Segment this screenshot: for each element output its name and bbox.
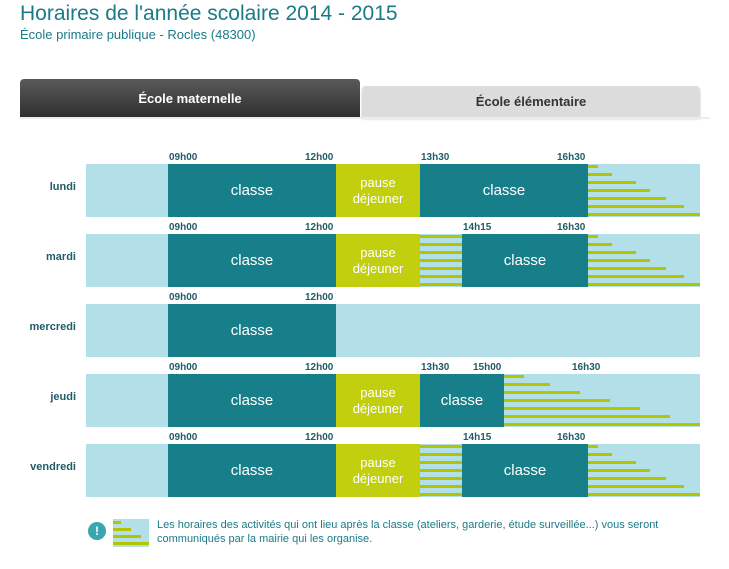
page-title: Horaires de l'année scolaire 2014 - 2015: [20, 2, 398, 25]
schedule-row-jeudi: classe pause déjeuner classe: [86, 374, 700, 427]
time-label: 12h00: [305, 362, 334, 373]
classe-label: classe: [230, 252, 274, 269]
time-label: 14h15: [463, 432, 492, 443]
dejeuner-label: déjeuner: [352, 400, 404, 416]
classe-block: classe: [168, 444, 336, 497]
pause-dejeuner-block: pause déjeuner: [336, 374, 420, 427]
time-label: 12h00: [305, 152, 334, 163]
legend-text: Les horaires des activités qui ont lieu …: [157, 519, 659, 545]
pause-dejeuner-block: pause déjeuner: [336, 164, 420, 217]
time-label: 13h30: [421, 152, 450, 163]
classe-label: classe: [482, 182, 526, 199]
classe-label: classe: [230, 182, 274, 199]
time-label: 16h30: [572, 362, 601, 373]
time-label: 16h30: [557, 432, 586, 443]
classe-block: classe: [168, 164, 336, 217]
classe-block: classe: [420, 164, 588, 217]
schedule-row-mardi: classe pause déjeuner classe: [86, 234, 700, 287]
classe-block: classe: [168, 374, 336, 427]
time-label: 12h00: [305, 222, 334, 233]
day-label-vendredi: vendredi: [30, 461, 76, 473]
day-label-jeudi: jeudi: [50, 391, 76, 403]
time-label: 16h30: [557, 152, 586, 163]
classe-block: classe: [462, 444, 588, 497]
pause-dejeuner-block: pause déjeuner: [336, 234, 420, 287]
classe-label: classe: [230, 392, 274, 409]
schedule-row-vendredi: classe pause déjeuner classe: [86, 444, 700, 497]
time-label: 12h00: [305, 432, 334, 443]
day-label-lundi: lundi: [49, 181, 76, 193]
day-label-mardi: mardi: [46, 251, 76, 263]
time-label: 09h00: [169, 292, 198, 303]
classe-label: classe: [440, 392, 484, 409]
tab-ecole-elementaire[interactable]: École élémentaire: [362, 86, 700, 117]
schedule-row-mercredi: classe: [86, 304, 700, 357]
tab-ecole-maternelle[interactable]: École maternelle: [20, 79, 360, 117]
activity-legend-swatch: [113, 519, 149, 547]
time-label: 14h15: [463, 222, 492, 233]
pause-label: pause: [360, 174, 396, 190]
classe-label: classe: [503, 252, 547, 269]
time-label: 09h00: [169, 222, 198, 233]
after-lunch-activities: [420, 234, 462, 287]
time-label: 09h00: [169, 432, 198, 443]
time-label: 12h00: [305, 292, 334, 303]
classe-label: classe: [230, 322, 274, 339]
dejeuner-label: déjeuner: [352, 470, 404, 486]
page-subtitle: École primaire publique - Rocles (48300): [20, 27, 256, 42]
time-label: 15h00: [473, 362, 502, 373]
classe-block: classe: [462, 234, 588, 287]
schedule-row-lundi: classe pause déjeuner classe: [86, 164, 700, 217]
after-school-activities: [588, 234, 700, 287]
dejeuner-label: déjeuner: [352, 190, 404, 206]
time-label: 16h30: [557, 222, 586, 233]
pause-label: pause: [360, 454, 396, 470]
time-label: 13h30: [421, 362, 450, 373]
after-school-activities: [588, 444, 700, 497]
classe-block: classe: [420, 374, 504, 427]
tab-underline: [20, 117, 710, 119]
after-school-activities: [504, 374, 700, 427]
time-label: 09h00: [169, 362, 198, 373]
day-label-mercredi: mercredi: [29, 321, 76, 333]
pause-label: pause: [360, 244, 396, 260]
pause-dejeuner-block: pause déjeuner: [336, 444, 420, 497]
pause-label: pause: [360, 384, 396, 400]
classe-label: classe: [230, 462, 274, 479]
after-lunch-activities: [420, 444, 462, 497]
after-school-activities: [588, 164, 700, 217]
classe-block: classe: [168, 234, 336, 287]
time-label: 09h00: [169, 152, 198, 163]
info-icon: !: [88, 522, 106, 540]
dejeuner-label: déjeuner: [352, 260, 404, 276]
classe-label: classe: [503, 462, 547, 479]
classe-block: classe: [168, 304, 336, 357]
